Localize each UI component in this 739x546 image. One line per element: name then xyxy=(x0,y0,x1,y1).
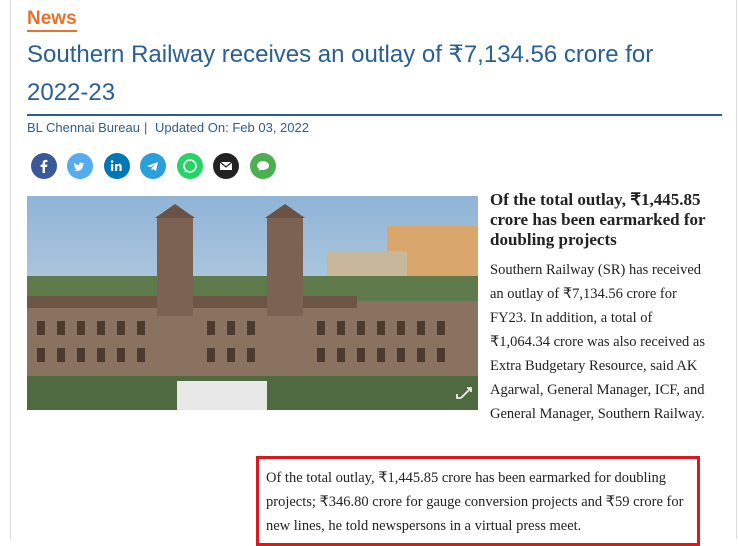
meta: BL Chennai Bureau | Updated On: Feb 03, 2… xyxy=(27,120,313,135)
comment-button[interactable] xyxy=(250,153,276,179)
article-title: Southern Railway receives an outlay of ₹… xyxy=(27,41,654,106)
twitter-button[interactable] xyxy=(67,153,93,179)
telegram-button[interactable] xyxy=(140,153,166,179)
section-label[interactable]: News xyxy=(27,8,77,32)
facebook-button[interactable] xyxy=(31,153,57,179)
share-bar xyxy=(31,153,276,179)
title-rule xyxy=(27,114,722,116)
whatsapp-button[interactable] xyxy=(177,153,203,179)
article-body: Of the total outlay, ₹1,445.85 crore has… xyxy=(266,190,706,426)
highlighted-paragraph: Of the total outlay, ₹1,445.85 crore has… xyxy=(266,470,684,534)
separator: | xyxy=(144,120,148,135)
byline[interactable]: BL Chennai Bureau xyxy=(27,120,140,135)
article-photo[interactable] xyxy=(27,196,478,410)
updated: Updated On: Feb 03, 2022 xyxy=(155,120,309,135)
email-button[interactable] xyxy=(213,153,239,179)
paragraph: Southern Railway (SR) has received an ou… xyxy=(490,262,705,422)
subheading: Of the total outlay, ₹1,445.85 crore has… xyxy=(490,190,706,249)
linkedin-button[interactable] xyxy=(104,153,130,179)
frame xyxy=(10,0,737,539)
